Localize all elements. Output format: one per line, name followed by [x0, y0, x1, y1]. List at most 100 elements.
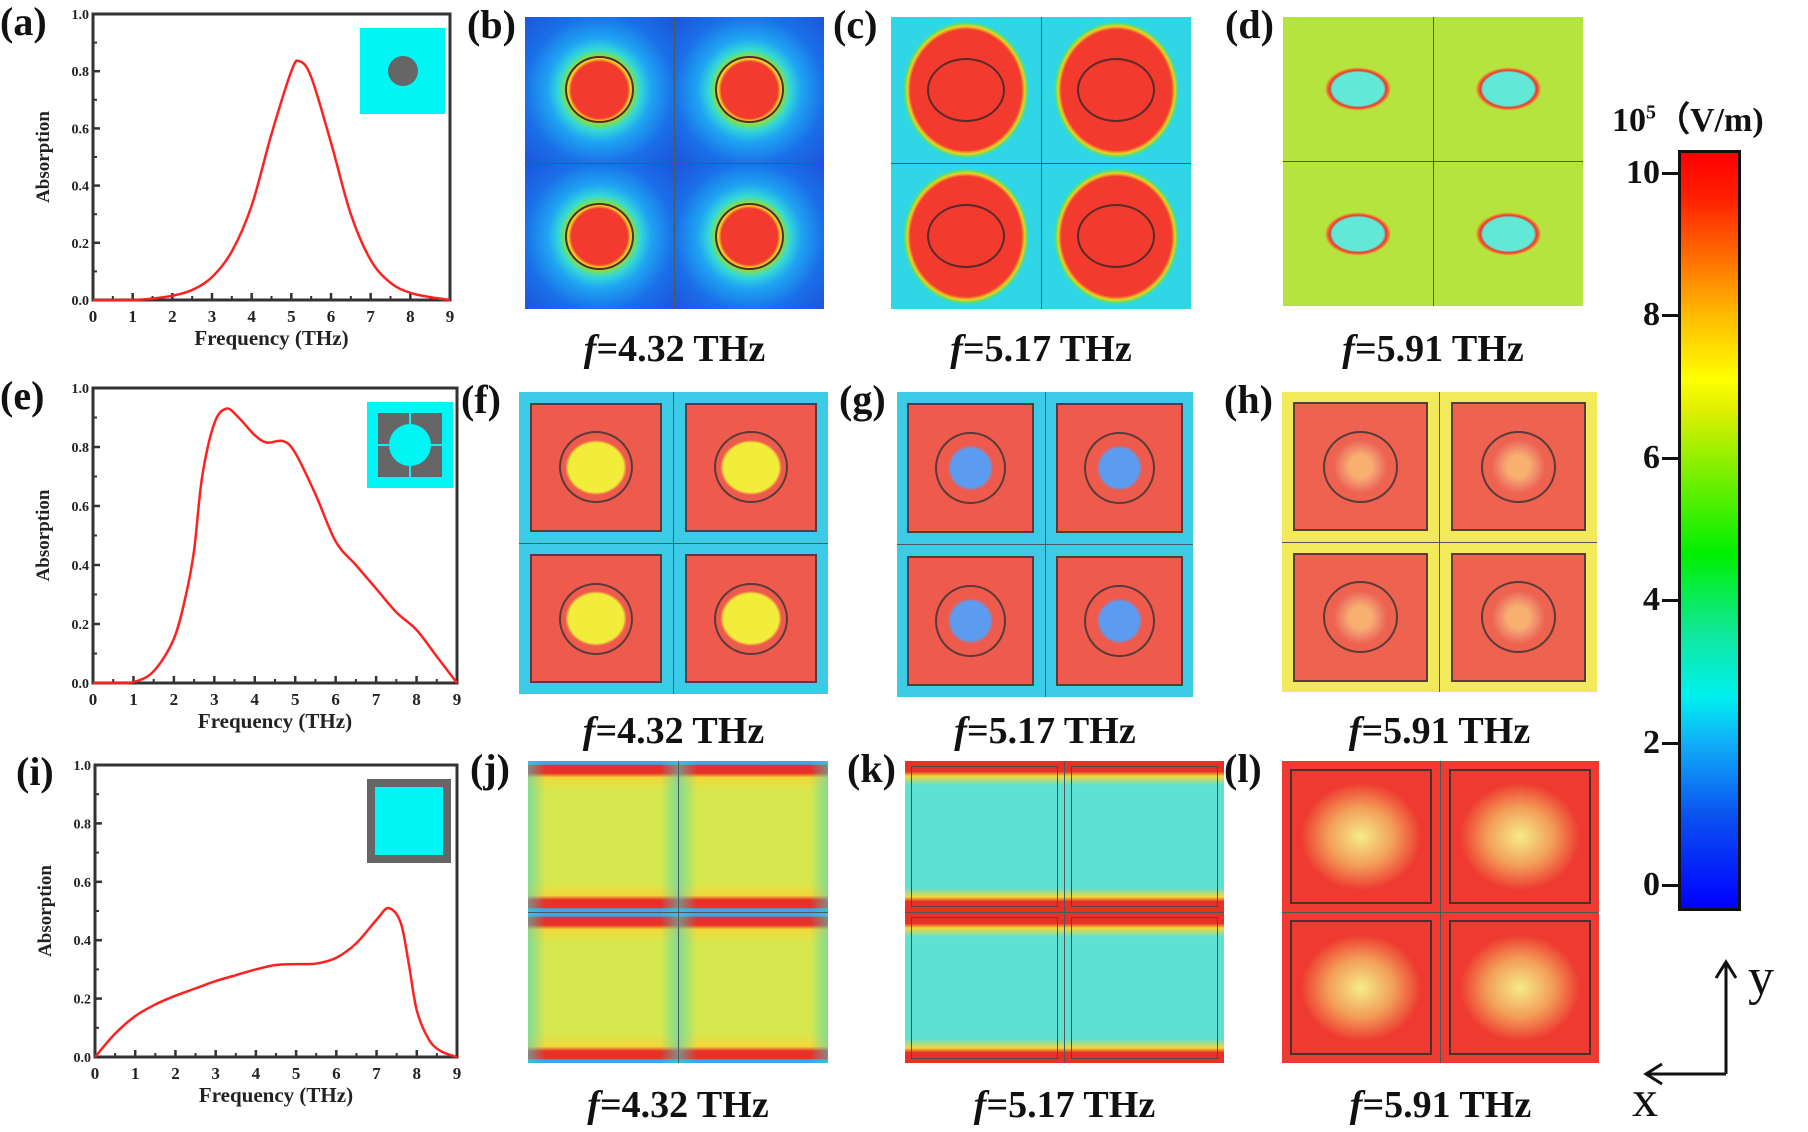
frequency-caption: f=4.32 THz	[508, 1086, 848, 1124]
frequency-caption: f=5.91 THz	[1271, 1086, 1611, 1124]
frequency-value: =5.17 THz	[986, 1084, 1156, 1126]
colorbar-tick	[1662, 172, 1678, 175]
plot-frame	[93, 763, 459, 1059]
y-axis-indicator-label: y	[1748, 949, 1774, 1006]
unit-cell-field	[1283, 162, 1433, 306]
x-tick-label: 1	[131, 1064, 140, 1083]
y-tick-label: 0.0	[74, 1051, 92, 1066]
x-tick-label: 7	[366, 307, 375, 326]
frequency-symbol: f	[973, 1084, 987, 1126]
colorbar-unit: （V/m)	[1656, 102, 1764, 139]
unit-cell-field	[675, 163, 824, 309]
unit-cell-field	[1045, 392, 1193, 544]
unit-cell-field	[1065, 912, 1224, 1063]
panel-label: (i)	[16, 749, 54, 794]
unit-cell-field	[1041, 17, 1191, 163]
frequency-caption: f=5.17 THz	[871, 330, 1211, 368]
electric-field-map	[1282, 392, 1597, 692]
unit-cell-field	[1282, 912, 1440, 1063]
colorbar-tick-label: 8	[1643, 296, 1660, 334]
colorbar-tick	[1662, 599, 1678, 603]
x-tick-label: 7	[372, 690, 381, 709]
panel-label: (e)	[0, 373, 45, 418]
y-tick-label: 0.6	[74, 876, 92, 891]
frequency-symbol: f	[1342, 328, 1355, 370]
frequency-caption: f=4.32 THz	[504, 712, 844, 750]
unit-cell-field	[1282, 542, 1439, 692]
unit-cell-field	[1433, 17, 1583, 161]
x-tick-label: 8	[406, 307, 415, 326]
y-tick-label: 1.0	[74, 759, 92, 774]
x-tick-label: 0	[91, 1064, 100, 1083]
x-tick-label: 2	[170, 690, 179, 709]
colorbar-unit-base: 10	[1612, 102, 1646, 139]
colorbar-unit-exp: 5	[1646, 101, 1656, 124]
unit-cell-field	[1440, 392, 1597, 542]
frequency-caption: f=5.17 THz	[875, 712, 1215, 750]
frequency-value: =5.91 THz	[1354, 328, 1524, 370]
frequency-symbol: f	[950, 328, 963, 370]
x-tick-label: 9	[453, 1064, 462, 1083]
frequency-caption: f=5.91 THz	[1270, 712, 1610, 750]
y-tick-label: 1.0	[72, 382, 90, 397]
x-tick-label: 0	[89, 690, 98, 709]
absorption-curve	[92, 407, 458, 685]
y-tick-label: 0.2	[74, 993, 92, 1008]
y-axis-label: Absorption	[33, 489, 54, 581]
x-tick-label: 9	[446, 307, 455, 326]
colorbar-title: 105（V/m)	[1612, 92, 1764, 141]
y-tick-label: 0.2	[72, 237, 90, 252]
x-axis-label: Frequency (THz)	[199, 1083, 353, 1107]
unit-cell-field	[1441, 761, 1599, 912]
panel-label: (j)	[470, 746, 510, 791]
unit-cell-field	[525, 163, 674, 309]
x-tick-label: 9	[453, 690, 462, 709]
x-tick-label: 8	[412, 690, 421, 709]
frequency-caption: f=5.91 THz	[1263, 330, 1603, 368]
frequency-value: =4.32 THz	[595, 710, 765, 752]
absorption-curve	[92, 59, 451, 302]
unit-cell-field	[905, 912, 1064, 1063]
x-tick-label: 5	[292, 1064, 301, 1083]
unit-cell-field	[1283, 17, 1433, 161]
unit-cell-field	[1282, 761, 1440, 912]
colorbar-tick-label: 6	[1643, 438, 1660, 476]
x-axis-label: Frequency (THz)	[194, 326, 348, 350]
x-tick-label: 5	[287, 307, 296, 326]
panel-label: (c)	[833, 2, 878, 47]
colorbar-tick-label: 0	[1643, 866, 1660, 903]
x-axis-indicator-label: x	[1632, 1071, 1658, 1128]
x-tick-label: 5	[291, 690, 300, 709]
frequency-value: =5.91 THz	[1361, 710, 1531, 752]
colorbar-tick	[1662, 314, 1678, 318]
panel-label: (f)	[461, 377, 501, 422]
x-axis-label: Frequency (THz)	[198, 709, 352, 733]
frequency-value: =4.32 THz	[599, 1084, 769, 1126]
electric-field-map	[1283, 17, 1583, 306]
unit-cell-field	[1065, 761, 1224, 912]
y-tick-label: 0.8	[74, 817, 92, 832]
electric-field-map	[897, 392, 1193, 697]
x-tick-label: 3	[211, 1064, 220, 1083]
x-tick-label: 6	[332, 1064, 341, 1083]
x-tick-label: 2	[168, 307, 177, 326]
frequency-value: =5.17 THz	[962, 328, 1132, 370]
frequency-caption: f=4.32 THz	[505, 330, 845, 368]
x-tick-label: 3	[208, 307, 217, 326]
x-tick-label: 4	[247, 307, 256, 326]
unit-cell-inset-icon	[360, 28, 445, 114]
plot-frame	[91, 12, 452, 302]
frequency-symbol: f	[1348, 710, 1362, 752]
y-tick-label: 0.8	[72, 441, 90, 456]
y-tick-label: 1.0	[72, 8, 90, 23]
y-tick-label: 0.6	[72, 122, 90, 137]
y-axis-label: Absorption	[35, 865, 56, 957]
x-tick-label: 6	[331, 690, 340, 709]
plot-frame	[91, 386, 459, 685]
x-tick-label: 4	[252, 1064, 261, 1083]
frequency-value: =5.17 THz	[966, 710, 1136, 752]
unit-cell-field	[897, 545, 1045, 697]
colorbar-tick	[1662, 456, 1678, 460]
frequency-caption: f=5.17 THz	[895, 1086, 1235, 1124]
panel-label: (a)	[0, 0, 47, 44]
